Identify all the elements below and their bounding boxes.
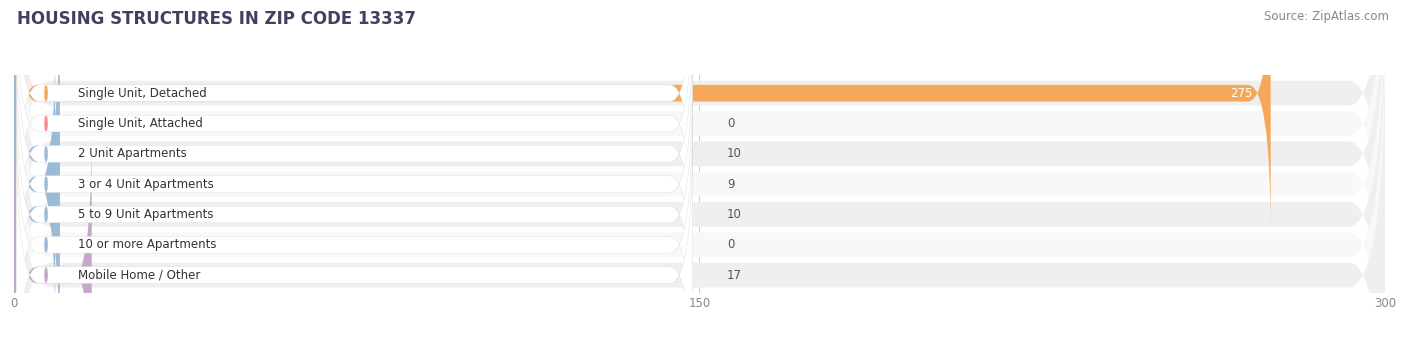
Text: Single Unit, Detached: Single Unit, Detached bbox=[79, 87, 207, 100]
FancyBboxPatch shape bbox=[14, 41, 55, 327]
FancyBboxPatch shape bbox=[14, 15, 1385, 341]
Text: 17: 17 bbox=[727, 269, 742, 282]
Circle shape bbox=[45, 268, 48, 282]
Text: 10 or more Apartments: 10 or more Apartments bbox=[79, 238, 217, 251]
FancyBboxPatch shape bbox=[14, 0, 1385, 341]
FancyBboxPatch shape bbox=[14, 132, 91, 341]
Circle shape bbox=[45, 238, 48, 252]
FancyBboxPatch shape bbox=[14, 0, 1385, 323]
Text: HOUSING STRUCTURES IN ZIP CODE 13337: HOUSING STRUCTURES IN ZIP CODE 13337 bbox=[17, 10, 416, 28]
FancyBboxPatch shape bbox=[17, 102, 693, 341]
FancyBboxPatch shape bbox=[17, 132, 693, 341]
Circle shape bbox=[45, 117, 48, 131]
Text: Single Unit, Attached: Single Unit, Attached bbox=[79, 117, 202, 130]
FancyBboxPatch shape bbox=[14, 0, 1385, 341]
Text: 9: 9 bbox=[727, 178, 734, 191]
FancyBboxPatch shape bbox=[17, 0, 693, 236]
FancyBboxPatch shape bbox=[17, 11, 693, 297]
FancyBboxPatch shape bbox=[17, 41, 693, 327]
Circle shape bbox=[45, 86, 48, 100]
FancyBboxPatch shape bbox=[14, 45, 1385, 341]
FancyBboxPatch shape bbox=[14, 71, 60, 341]
Text: Source: ZipAtlas.com: Source: ZipAtlas.com bbox=[1264, 10, 1389, 23]
Circle shape bbox=[45, 177, 48, 191]
FancyBboxPatch shape bbox=[14, 0, 1385, 341]
FancyBboxPatch shape bbox=[14, 0, 1271, 236]
Circle shape bbox=[45, 147, 48, 161]
FancyBboxPatch shape bbox=[14, 0, 1385, 341]
Text: 10: 10 bbox=[727, 208, 742, 221]
Text: 10: 10 bbox=[727, 147, 742, 160]
Circle shape bbox=[45, 207, 48, 221]
FancyBboxPatch shape bbox=[17, 71, 693, 341]
Text: 5 to 9 Unit Apartments: 5 to 9 Unit Apartments bbox=[79, 208, 214, 221]
Text: 3 or 4 Unit Apartments: 3 or 4 Unit Apartments bbox=[79, 178, 214, 191]
FancyBboxPatch shape bbox=[14, 11, 60, 297]
Text: 2 Unit Apartments: 2 Unit Apartments bbox=[79, 147, 187, 160]
Text: 0: 0 bbox=[727, 238, 734, 251]
FancyBboxPatch shape bbox=[17, 0, 693, 267]
Text: 275: 275 bbox=[1230, 87, 1253, 100]
Text: Mobile Home / Other: Mobile Home / Other bbox=[79, 269, 201, 282]
Text: 0: 0 bbox=[727, 117, 734, 130]
